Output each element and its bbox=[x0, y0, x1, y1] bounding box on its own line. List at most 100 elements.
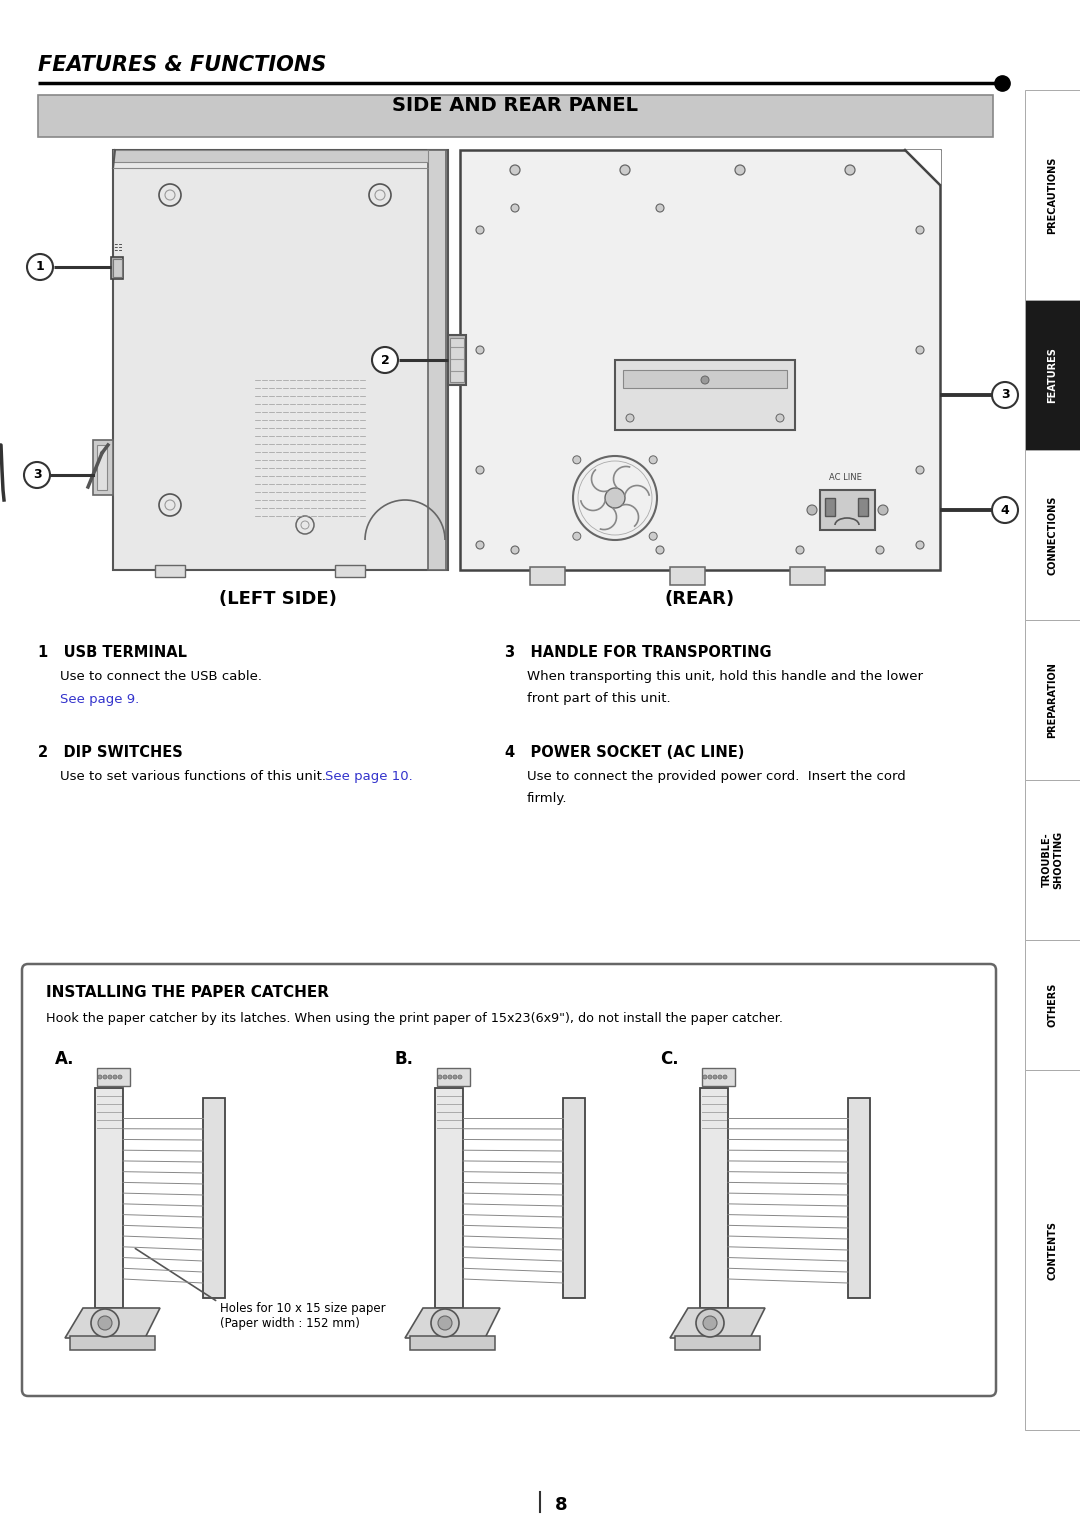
Text: Use to connect the USB cable.: Use to connect the USB cable. bbox=[60, 669, 262, 683]
Circle shape bbox=[113, 1076, 117, 1079]
Text: 1: 1 bbox=[36, 260, 44, 274]
Circle shape bbox=[916, 541, 924, 549]
Circle shape bbox=[458, 1076, 462, 1079]
Text: Use to set various functions of this unit.: Use to set various functions of this uni… bbox=[60, 770, 330, 782]
Text: 4: 4 bbox=[1001, 504, 1010, 516]
Bar bbox=[93, 440, 113, 495]
Circle shape bbox=[656, 545, 664, 555]
Text: FEATURES & FUNCTIONS: FEATURES & FUNCTIONS bbox=[38, 55, 326, 75]
Bar bbox=[435, 1088, 463, 1308]
Text: Use to connect the provided power cord.  Insert the cord: Use to connect the provided power cord. … bbox=[527, 770, 906, 782]
Circle shape bbox=[845, 165, 855, 176]
Circle shape bbox=[118, 1076, 122, 1079]
Circle shape bbox=[807, 504, 816, 515]
Bar bbox=[113, 260, 122, 277]
Bar bbox=[848, 1099, 870, 1297]
Text: 3   HANDLE FOR TRANSPORTING: 3 HANDLE FOR TRANSPORTING bbox=[505, 645, 771, 660]
Text: When transporting this unit, hold this handle and the lower: When transporting this unit, hold this h… bbox=[527, 669, 923, 683]
Bar bbox=[820, 490, 875, 530]
Bar bbox=[95, 1088, 123, 1308]
Bar bbox=[789, 567, 825, 585]
Circle shape bbox=[876, 545, 885, 555]
Text: TROUBLE-
SHOOTING: TROUBLE- SHOOTING bbox=[1042, 831, 1064, 889]
Text: OTHERS: OTHERS bbox=[1048, 983, 1057, 1027]
Bar bbox=[1025, 620, 1080, 779]
Bar bbox=[70, 1335, 156, 1351]
Circle shape bbox=[605, 487, 625, 507]
Circle shape bbox=[438, 1076, 442, 1079]
Circle shape bbox=[916, 345, 924, 354]
Bar bbox=[700, 1088, 728, 1308]
Circle shape bbox=[476, 541, 484, 549]
Bar bbox=[203, 1099, 225, 1297]
Polygon shape bbox=[905, 150, 940, 185]
Circle shape bbox=[510, 165, 519, 176]
Circle shape bbox=[98, 1076, 102, 1079]
Bar bbox=[1025, 779, 1080, 940]
Text: 1   USB TERMINAL: 1 USB TERMINAL bbox=[38, 645, 187, 660]
Bar bbox=[97, 1068, 130, 1086]
Circle shape bbox=[476, 345, 484, 354]
Circle shape bbox=[453, 1076, 457, 1079]
Text: SIDE AND REAR PANEL: SIDE AND REAR PANEL bbox=[392, 96, 638, 115]
Circle shape bbox=[696, 1309, 724, 1337]
Circle shape bbox=[656, 205, 664, 212]
Circle shape bbox=[91, 1309, 119, 1337]
Text: 2   DIP SWITCHES: 2 DIP SWITCHES bbox=[38, 746, 183, 759]
Bar bbox=[1025, 90, 1080, 299]
Text: B.: B. bbox=[395, 1050, 414, 1068]
Circle shape bbox=[476, 226, 484, 234]
Text: 4   POWER SOCKET (AC LINE): 4 POWER SOCKET (AC LINE) bbox=[505, 746, 744, 759]
Circle shape bbox=[98, 1316, 112, 1329]
Circle shape bbox=[443, 1076, 447, 1079]
Bar bbox=[448, 335, 465, 385]
Circle shape bbox=[511, 545, 519, 555]
Bar bbox=[702, 1068, 735, 1086]
Text: 2: 2 bbox=[380, 353, 390, 367]
Circle shape bbox=[649, 532, 658, 541]
Circle shape bbox=[723, 1076, 727, 1079]
Text: C.: C. bbox=[660, 1050, 678, 1068]
Text: INSTALLING THE PAPER CATCHER: INSTALLING THE PAPER CATCHER bbox=[46, 986, 329, 999]
Circle shape bbox=[708, 1076, 712, 1079]
Bar bbox=[858, 498, 868, 516]
Text: 3: 3 bbox=[32, 469, 41, 481]
Text: Hook the paper catcher by its latches. When using the print paper of 15x23(6x9"): Hook the paper catcher by its latches. W… bbox=[46, 1012, 783, 1025]
Text: AC LINE: AC LINE bbox=[828, 474, 862, 481]
Polygon shape bbox=[405, 1308, 500, 1339]
Bar bbox=[1025, 940, 1080, 1070]
Text: firmly.: firmly. bbox=[527, 792, 567, 805]
Circle shape bbox=[511, 205, 519, 212]
Text: CONNECTIONS: CONNECTIONS bbox=[1048, 495, 1057, 575]
Bar bbox=[460, 150, 940, 570]
FancyBboxPatch shape bbox=[22, 964, 996, 1397]
Bar bbox=[97, 445, 107, 490]
Circle shape bbox=[718, 1076, 723, 1079]
Circle shape bbox=[448, 1076, 453, 1079]
Bar bbox=[437, 1068, 470, 1086]
Bar bbox=[113, 150, 448, 570]
Text: 3: 3 bbox=[1001, 388, 1010, 402]
Circle shape bbox=[916, 226, 924, 234]
Circle shape bbox=[103, 1076, 107, 1079]
Circle shape bbox=[27, 254, 53, 280]
Bar bbox=[530, 567, 565, 585]
Polygon shape bbox=[670, 1308, 765, 1339]
Circle shape bbox=[572, 455, 581, 465]
Circle shape bbox=[476, 466, 484, 474]
Polygon shape bbox=[65, 1308, 160, 1339]
Circle shape bbox=[703, 1076, 707, 1079]
Circle shape bbox=[438, 1316, 453, 1329]
Text: See page 9.: See page 9. bbox=[60, 694, 139, 706]
Text: A.: A. bbox=[55, 1050, 75, 1068]
Circle shape bbox=[620, 165, 630, 176]
Circle shape bbox=[703, 1316, 717, 1329]
Circle shape bbox=[701, 376, 708, 384]
Bar bbox=[111, 257, 123, 280]
Circle shape bbox=[108, 1076, 112, 1079]
Text: PREPARATION: PREPARATION bbox=[1048, 662, 1057, 738]
Bar bbox=[38, 95, 993, 138]
Circle shape bbox=[572, 532, 581, 541]
Circle shape bbox=[24, 461, 50, 487]
Circle shape bbox=[878, 504, 888, 515]
